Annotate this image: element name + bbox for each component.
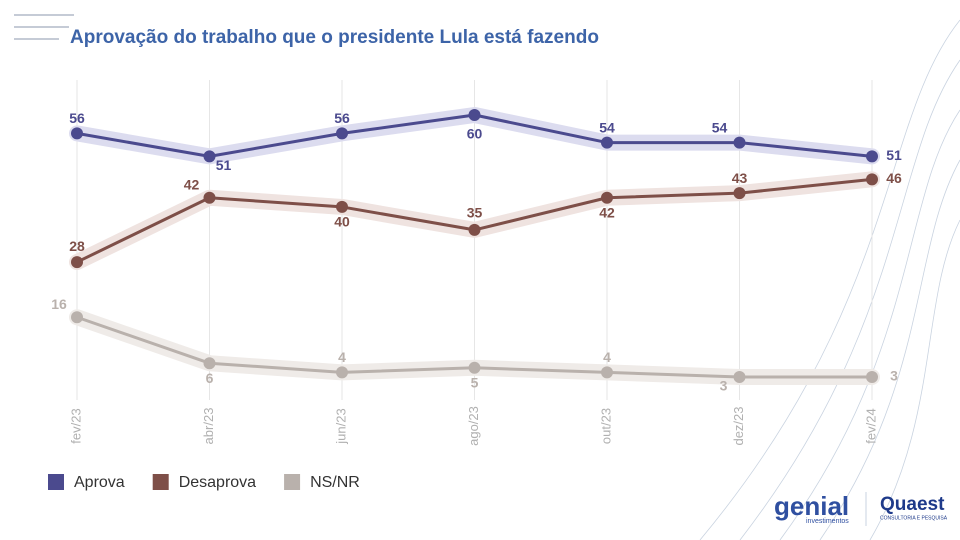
logo-quaest-sub: CONSULTORIA E PESQUISA	[880, 515, 948, 521]
logos: genial investimentos Quaest CONSULTORIA …	[774, 491, 948, 526]
data-label: 4	[338, 349, 346, 365]
data-point	[71, 311, 83, 324]
data-point	[866, 150, 878, 163]
data-label: 42	[184, 176, 200, 192]
data-point	[601, 191, 613, 204]
data-label: 6	[206, 370, 214, 386]
data-point	[601, 366, 613, 379]
data-point	[733, 187, 746, 200]
x-tick-label: abr/23	[201, 408, 216, 445]
legend-swatch	[48, 474, 64, 490]
data-label: 51	[216, 157, 232, 173]
data-label: 3	[890, 368, 898, 384]
data-point	[468, 109, 481, 121]
decoration	[699, 19, 960, 540]
data-point	[71, 127, 83, 140]
logo-quaest: Quaest	[880, 494, 945, 515]
x-tick-label: fev/23	[68, 408, 83, 443]
data-point	[733, 371, 746, 383]
data-point	[866, 371, 878, 383]
data-label: 3	[720, 378, 728, 394]
legend-label: Desaprova	[179, 474, 256, 491]
data-point	[336, 200, 348, 213]
data-label: 54	[599, 119, 615, 135]
data-point	[468, 223, 481, 236]
data-point	[71, 256, 83, 269]
chart-title: Aprovação do trabalho que o presidente L…	[70, 27, 599, 48]
data-label: 28	[69, 238, 85, 254]
x-tick-label: ago/23	[466, 406, 481, 446]
data-point	[866, 173, 878, 186]
series: 56 51 56 60 54 54 51	[69, 107, 902, 173]
logo-genial-sub: investimentos	[806, 518, 849, 525]
logo-genial: genial	[774, 491, 849, 521]
data-point	[203, 150, 216, 163]
data-label: 40	[334, 214, 350, 230]
legend-swatch	[284, 474, 301, 490]
data-label: 43	[732, 170, 748, 186]
legend-swatch	[152, 474, 169, 490]
series: 16 6 4 5 4 3 3	[51, 296, 898, 394]
data-point	[336, 366, 348, 379]
data-point	[601, 136, 613, 149]
x-tick-label: dez/23	[731, 406, 746, 445]
data-label: 51	[886, 147, 902, 163]
data-point	[203, 191, 216, 204]
data-label: 54	[712, 119, 728, 135]
x-tick-label: fev/24	[863, 408, 878, 443]
data-label: 56	[69, 110, 85, 126]
data-label: 46	[886, 170, 902, 186]
data-label: 42	[599, 204, 615, 220]
data-label: 60	[467, 126, 483, 142]
data-point	[336, 127, 348, 140]
data-point	[203, 357, 216, 370]
series: 28 42 40 35 42 43 46	[69, 170, 902, 271]
data-point	[468, 361, 481, 374]
data-label: 35	[467, 205, 483, 221]
data-label: 16	[51, 296, 67, 312]
data-label: 4	[603, 349, 611, 365]
legend-label: Aprova	[74, 474, 125, 491]
x-tick-label: jun/23	[333, 408, 348, 444]
data-label: 5	[471, 375, 479, 391]
data-label: 56	[334, 110, 350, 126]
x-tick-label: out/23	[598, 408, 613, 444]
legend-label: NS/NR	[310, 474, 360, 491]
corner-dots	[14, 14, 74, 40]
data-point	[733, 136, 746, 149]
